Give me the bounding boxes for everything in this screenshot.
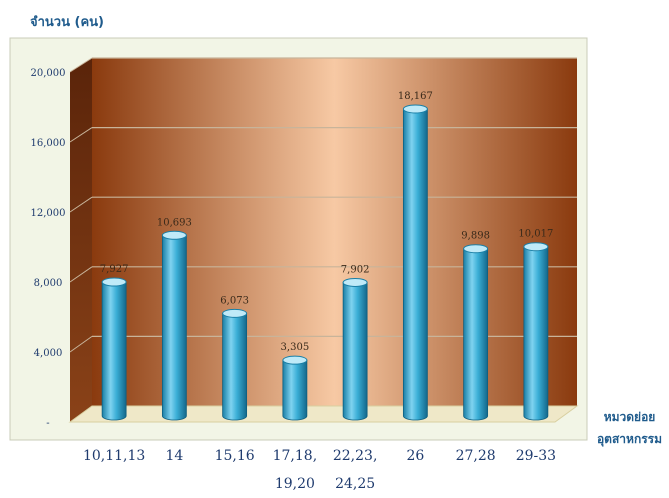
- x-axis-title-line: อุตสาหกรรม: [596, 432, 663, 446]
- x-tick-label: 10,11,13: [83, 448, 145, 464]
- bar-top: [282, 355, 308, 365]
- bar: [161, 230, 187, 421]
- y-tick-label: 20,000: [31, 68, 66, 79]
- bar-top: [523, 242, 549, 252]
- gridline-side: [69, 335, 93, 353]
- y-tick-label: 12,000: [31, 208, 66, 219]
- bar: [101, 277, 127, 421]
- x-tick-label: 17,18,: [273, 448, 318, 464]
- bar-top: [101, 277, 127, 287]
- data-label: 7,902: [341, 264, 370, 275]
- plot-side-wall: [70, 58, 92, 422]
- y-tick-label: -: [46, 418, 49, 429]
- bar: [523, 242, 549, 421]
- x-tick-label: 29-33: [516, 448, 556, 464]
- data-label: 10,017: [518, 229, 553, 240]
- x-axis-title: หมวดย่อยอุตสาหกรรม: [590, 406, 669, 450]
- x-tick-label: 24,25: [335, 476, 375, 492]
- gridline-side: [69, 127, 93, 143]
- x-tick-label: 19,20: [275, 476, 315, 492]
- bar-top: [161, 230, 187, 240]
- bar: [222, 308, 248, 421]
- x-tick-label: 27,28: [456, 448, 496, 464]
- bar-body: [161, 234, 187, 421]
- bar-body: [282, 359, 308, 421]
- x-tick-label: 14: [165, 448, 183, 464]
- bar: [282, 355, 308, 421]
- bar-body: [402, 108, 428, 421]
- y-tick-label: 4,000: [34, 348, 63, 359]
- bar-top: [222, 308, 248, 318]
- bar: [463, 244, 489, 421]
- bar-body: [101, 281, 127, 421]
- bar: [402, 104, 428, 421]
- bar-top: [402, 104, 428, 114]
- gridline-side: [69, 266, 93, 283]
- data-label: 9,898: [461, 231, 490, 242]
- bar-body: [523, 246, 549, 421]
- data-label: 3,305: [281, 342, 310, 353]
- data-label: 18,167: [398, 91, 433, 102]
- x-tick-label: 15,16: [215, 448, 255, 464]
- y-tick-label: 8,000: [34, 278, 63, 289]
- bar-body: [342, 282, 368, 421]
- x-tick-label: 22,23,: [333, 448, 378, 464]
- gridline-side: [69, 196, 93, 213]
- data-label: 6,073: [220, 295, 249, 306]
- gridline-side: [69, 57, 93, 73]
- bar-top: [342, 277, 368, 287]
- plot-floor: [68, 405, 579, 423]
- bar: [342, 277, 368, 421]
- bar-body: [463, 248, 489, 421]
- y-axis-title: จำนวน (คน): [30, 15, 104, 30]
- data-label: 10,693: [157, 217, 192, 228]
- y-tick-label: 16,000: [31, 138, 66, 149]
- bar-body: [222, 312, 248, 421]
- x-axis-title-line: หมวดย่อย: [603, 410, 656, 424]
- x-tick-label: 26: [406, 448, 424, 464]
- bar-top: [463, 244, 489, 254]
- data-label: 7,927: [100, 264, 129, 275]
